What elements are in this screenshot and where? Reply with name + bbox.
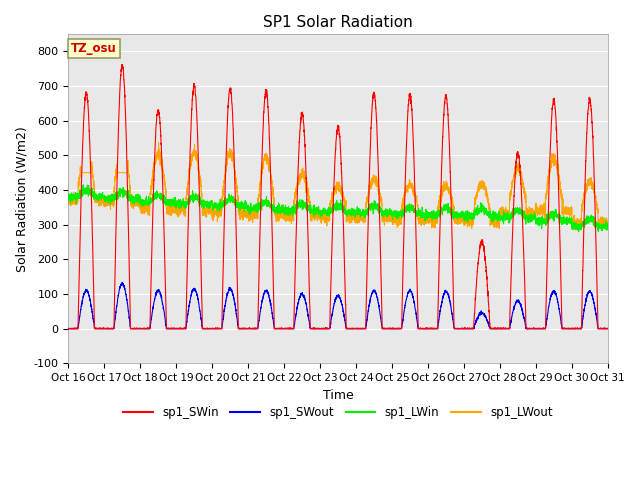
sp1_SWout xyxy=(318,326,326,332)
sp1_LWout xyxy=(155,140,163,146)
sp1_SWin xyxy=(604,325,612,331)
sp1_LWout xyxy=(65,193,72,199)
sp1_SWout xyxy=(604,326,612,332)
sp1_SWin xyxy=(459,326,467,332)
sp1_LWin xyxy=(161,200,169,206)
sp1_SWout xyxy=(604,326,611,332)
sp1_LWout xyxy=(604,221,612,227)
sp1_LWout xyxy=(161,187,169,192)
Title: SP1 Solar Radiation: SP1 Solar Radiation xyxy=(263,15,413,30)
Line: sp1_SWin: sp1_SWin xyxy=(68,65,608,329)
sp1_SWin xyxy=(604,326,611,332)
sp1_SWin xyxy=(490,325,497,331)
Legend: sp1_SWin, sp1_SWout, sp1_LWin, sp1_LWout: sp1_SWin, sp1_SWout, sp1_LWin, sp1_LWout xyxy=(118,401,557,423)
sp1_SWin xyxy=(118,62,126,68)
sp1_SWin xyxy=(65,325,72,331)
Text: TZ_osu: TZ_osu xyxy=(71,42,116,55)
sp1_LWin xyxy=(318,209,326,215)
sp1_SWout xyxy=(118,279,126,285)
sp1_LWout xyxy=(574,228,582,233)
sp1_LWin xyxy=(79,182,87,188)
Line: sp1_LWin: sp1_LWin xyxy=(68,185,608,232)
sp1_LWout xyxy=(318,215,326,221)
sp1_SWout xyxy=(429,326,437,332)
sp1_SWin xyxy=(429,325,437,331)
sp1_LWout xyxy=(490,221,497,227)
sp1_LWin xyxy=(575,229,582,235)
sp1_SWout xyxy=(490,326,497,332)
Line: sp1_SWout: sp1_SWout xyxy=(68,282,608,329)
sp1_LWin xyxy=(604,220,612,226)
sp1_LWin xyxy=(65,192,72,198)
sp1_LWout xyxy=(429,216,437,222)
Line: sp1_LWout: sp1_LWout xyxy=(68,143,608,230)
sp1_LWin xyxy=(490,217,497,223)
sp1_LWout xyxy=(459,217,467,223)
sp1_LWin xyxy=(459,211,467,216)
X-axis label: Time: Time xyxy=(323,389,353,402)
sp1_LWout xyxy=(604,218,611,224)
sp1_SWout xyxy=(65,326,72,332)
sp1_LWin xyxy=(429,208,437,214)
sp1_SWin xyxy=(162,285,170,290)
sp1_LWin xyxy=(604,223,611,229)
sp1_SWout xyxy=(459,325,467,331)
Y-axis label: Solar Radiation (W/m2): Solar Radiation (W/m2) xyxy=(15,126,28,272)
sp1_SWin xyxy=(65,326,72,332)
sp1_SWout xyxy=(161,319,169,325)
sp1_SWin xyxy=(318,326,326,332)
